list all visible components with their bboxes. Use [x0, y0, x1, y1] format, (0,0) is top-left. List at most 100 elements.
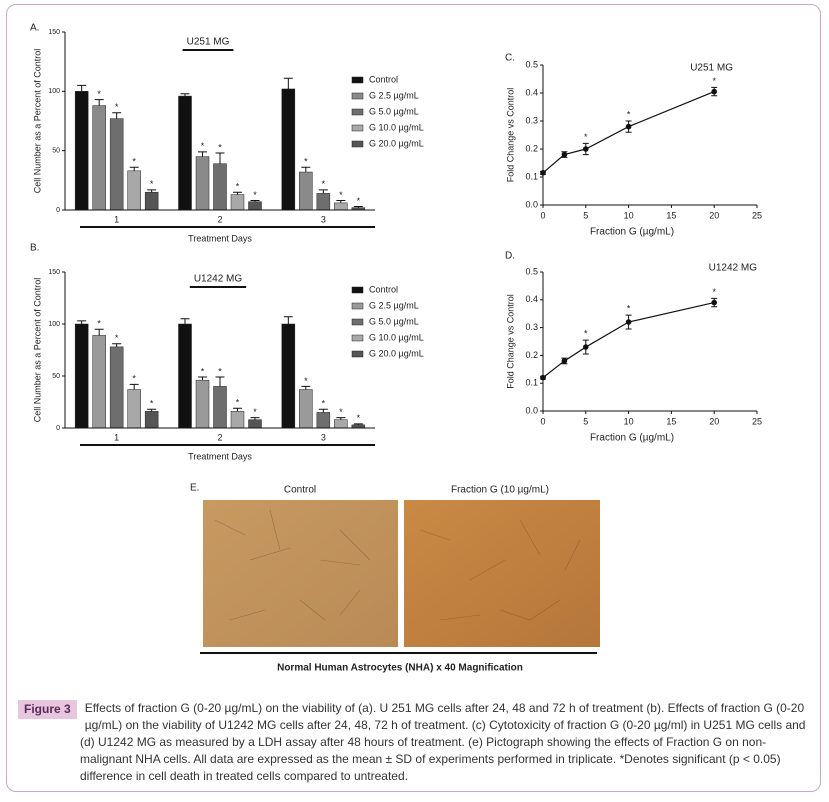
- error-bar: [129, 166, 139, 171]
- error-bar: [233, 407, 242, 412]
- figure: E. Control Fraction G (10 µg/mL) Normal …: [30, 23, 762, 674]
- image-caption: Normal Human Astrocytes (NHA) x 40 Magni…: [277, 663, 523, 674]
- x-axis-label: Fraction G (µg/mL): [590, 433, 674, 444]
- chart-title: U251 MG: [690, 63, 733, 74]
- x-tick-label: 25: [752, 416, 762, 426]
- error-bar: [147, 189, 157, 193]
- x-tick-label: 15: [666, 210, 676, 220]
- y-tick-label: 0.2: [525, 143, 538, 153]
- bar: [195, 156, 210, 211]
- bar: [213, 386, 227, 429]
- error-bar: [77, 84, 87, 92]
- error-bar: [112, 112, 122, 119]
- error-bar: [318, 189, 328, 194]
- significance-marker: *: [339, 407, 343, 417]
- error-bar: [233, 191, 242, 195]
- caption: Figure 3 Effects of fraction G (0-20 µg/…: [18, 700, 818, 785]
- y-tick-label: 0.3: [525, 115, 538, 125]
- chart-title: U1242 MG: [709, 263, 758, 274]
- figure-label: Figure 3: [18, 700, 77, 719]
- legend-swatch: [351, 140, 364, 148]
- data-point: [540, 374, 546, 381]
- x-tick-label: 2: [217, 432, 222, 442]
- legend-swatch: [351, 286, 364, 294]
- image-title: Fraction G (10 µg/mL): [451, 485, 549, 496]
- y-tick-label: 100: [48, 88, 60, 95]
- significance-marker: *: [115, 102, 119, 112]
- bar: [109, 346, 124, 429]
- y-axis-label: Fold Change vs Control: [505, 294, 515, 389]
- bar: [144, 411, 159, 429]
- bar: [334, 202, 348, 211]
- y-tick-label: 0: [56, 207, 60, 214]
- cell-texture: [214, 509, 581, 621]
- error-bar: [336, 417, 346, 420]
- error-bar: [180, 318, 190, 324]
- significance-marker: *: [150, 399, 154, 409]
- micrograph: [203, 500, 398, 647]
- significance-marker: *: [132, 374, 136, 384]
- x-tick-label: 5: [583, 416, 588, 426]
- legend-label: G 10.0 µg/mL: [369, 332, 424, 342]
- bar: [74, 323, 89, 429]
- panel-label: B.: [30, 243, 39, 254]
- significance-marker: *: [627, 303, 631, 313]
- significance-marker: *: [218, 142, 222, 152]
- error-bar: [198, 151, 207, 157]
- significance-marker: *: [627, 109, 631, 119]
- significance-marker: *: [218, 366, 222, 376]
- error-bar: [94, 99, 104, 106]
- error-bar: [301, 385, 311, 390]
- significance-marker: *: [150, 179, 154, 189]
- legend-swatch: [351, 350, 364, 358]
- y-tick-label: 100: [48, 321, 60, 328]
- x-tick-label: 15: [666, 416, 676, 426]
- x-axis-label: Treatment Days: [188, 233, 252, 243]
- bar: [334, 419, 348, 429]
- data-point: [583, 344, 589, 350]
- bar: [127, 170, 141, 211]
- error-bar: [129, 383, 139, 390]
- image-title: Control: [284, 485, 316, 496]
- x-axis-label: Fraction G (µg/mL): [590, 227, 674, 238]
- bar: [281, 88, 296, 211]
- error-bar: [353, 423, 363, 425]
- significance-marker: *: [304, 157, 308, 167]
- error-bar: [180, 93, 190, 97]
- bar: [316, 193, 331, 211]
- significance-marker: *: [584, 132, 588, 142]
- x-tick-label: 3: [321, 214, 326, 224]
- error-bar: [215, 152, 225, 164]
- bar: [195, 379, 210, 429]
- bar: [230, 194, 245, 211]
- y-tick-label: 50: [52, 373, 60, 380]
- data-point: [561, 151, 568, 158]
- x-tick-label: 1: [114, 432, 119, 442]
- legend-swatch: [351, 302, 364, 310]
- significance-marker: *: [712, 287, 716, 297]
- x-tick-label: 2: [217, 214, 222, 224]
- significance-marker: *: [253, 407, 257, 417]
- x-tick-label: 20: [709, 416, 719, 426]
- data-point: [583, 146, 589, 152]
- legend-label: G 5.0 µg/mL: [369, 106, 419, 116]
- data-point: [625, 319, 632, 325]
- significance-marker: *: [201, 366, 205, 376]
- significance-marker: *: [304, 376, 308, 386]
- y-tick-label: 0.4: [525, 294, 538, 304]
- x-tick-label: 10: [624, 210, 634, 220]
- legend-swatch: [351, 92, 364, 100]
- legend-label: G 2.5 µg/mL: [369, 90, 419, 100]
- significance-marker: *: [97, 89, 101, 99]
- legend-label: G 10.0 µg/mL: [369, 122, 424, 132]
- error-bar: [112, 343, 122, 347]
- x-tick-label: 3: [321, 432, 326, 442]
- significance-marker: *: [115, 333, 119, 343]
- chart-title: U1242 MG: [194, 274, 243, 285]
- y-tick-label: 150: [48, 29, 60, 36]
- y-tick-label: 0.0: [525, 405, 538, 415]
- error-bar: [353, 205, 363, 208]
- significance-marker: *: [201, 141, 205, 151]
- y-tick-label: 0: [56, 425, 60, 432]
- y-tick-label: 0.3: [525, 322, 538, 332]
